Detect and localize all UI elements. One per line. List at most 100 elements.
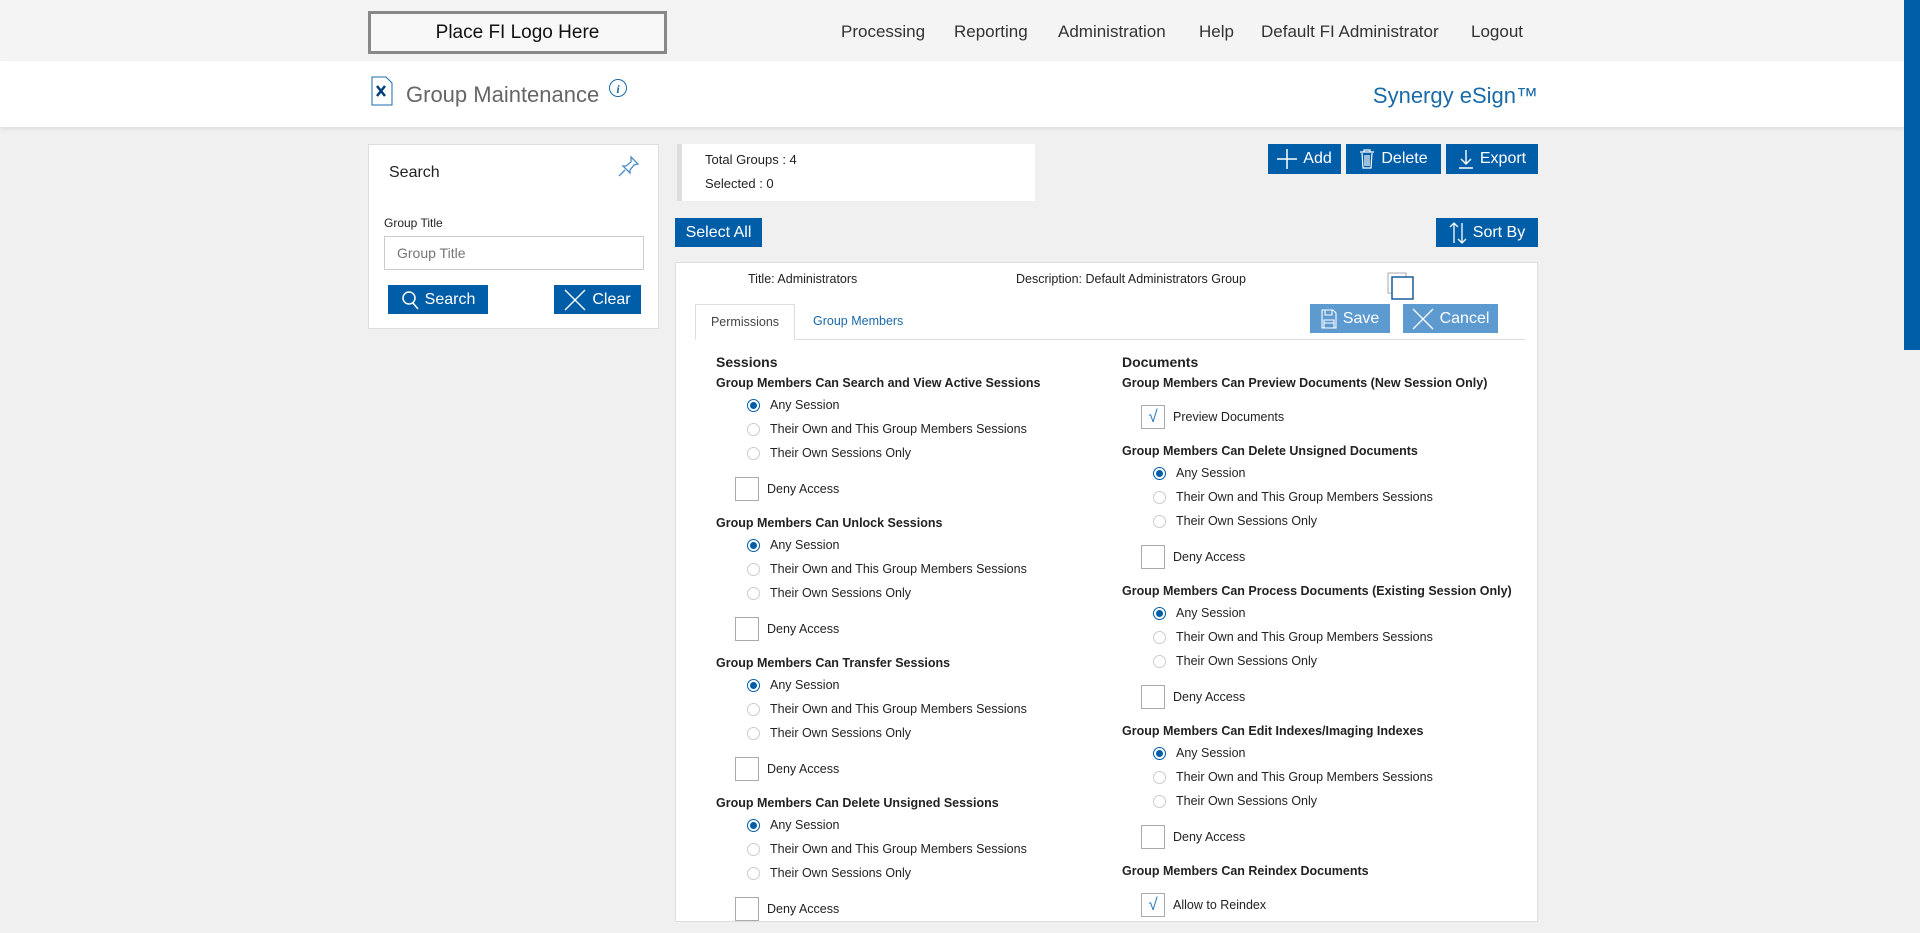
radio-label: Any Session bbox=[770, 538, 840, 552]
checkbox[interactable] bbox=[1141, 545, 1165, 569]
export-button[interactable]: Export bbox=[1446, 144, 1538, 174]
deny-access-checkbox[interactable]: Deny Access bbox=[1122, 533, 1512, 581]
radio-button[interactable] bbox=[747, 818, 760, 832]
scrollbar-thumb[interactable] bbox=[1904, 0, 1920, 350]
deny-access-checkbox[interactable]: Deny Access bbox=[1122, 673, 1512, 721]
radio-button[interactable] bbox=[1153, 514, 1166, 528]
info-icon[interactable]: i bbox=[608, 78, 628, 98]
clear-button[interactable]: Clear bbox=[554, 285, 641, 314]
checkbox-label: Allow to Reindex bbox=[1173, 898, 1267, 912]
radio-label: Any Session bbox=[1176, 746, 1246, 760]
radio-option[interactable]: Their Own and This Group Members Session… bbox=[716, 557, 1040, 581]
radio-button[interactable] bbox=[1153, 606, 1166, 620]
radio-label: Any Session bbox=[1176, 606, 1246, 620]
radio-option[interactable]: Their Own Sessions Only bbox=[716, 861, 1040, 885]
radio-option[interactable]: Their Own and This Group Members Session… bbox=[1122, 625, 1512, 649]
radio-button[interactable] bbox=[747, 398, 760, 412]
radio-option[interactable]: Their Own Sessions Only bbox=[716, 581, 1040, 605]
radio-option[interactable]: Their Own and This Group Members Session… bbox=[1122, 765, 1512, 789]
checkbox[interactable]: √ bbox=[1141, 405, 1165, 429]
nav-logout[interactable]: Logout bbox=[1471, 22, 1523, 41]
radio-button[interactable] bbox=[747, 586, 760, 600]
add-button[interactable]: Add bbox=[1268, 144, 1341, 174]
radio-option[interactable]: Their Own Sessions Only bbox=[1122, 509, 1512, 533]
checkbox[interactable] bbox=[1141, 685, 1165, 709]
radio-button[interactable] bbox=[747, 726, 760, 740]
search-button[interactable]: Search bbox=[388, 285, 488, 314]
radio-option[interactable]: Any Session bbox=[1122, 741, 1512, 765]
checkbox[interactable] bbox=[735, 757, 759, 781]
radio-button[interactable] bbox=[1153, 770, 1166, 784]
radio-option[interactable]: Any Session bbox=[716, 533, 1040, 557]
radio-option[interactable]: Their Own and This Group Members Session… bbox=[1122, 485, 1512, 509]
close-icon bbox=[1412, 308, 1434, 329]
delete-button[interactable]: Delete bbox=[1346, 144, 1441, 174]
nav-processing[interactable]: Processing bbox=[841, 22, 926, 41]
nav-help[interactable]: Help bbox=[1199, 22, 1234, 41]
search-panel-title: Search bbox=[389, 164, 440, 181]
radio-option[interactable]: Their Own and This Group Members Session… bbox=[716, 417, 1040, 441]
radio-button[interactable] bbox=[1153, 654, 1166, 668]
save-button[interactable]: Save bbox=[1310, 304, 1390, 333]
group-maintenance-icon bbox=[371, 76, 393, 106]
cancel-button[interactable]: Cancel bbox=[1403, 304, 1498, 333]
radio-option[interactable]: Their Own Sessions Only bbox=[1122, 789, 1512, 813]
radio-button[interactable] bbox=[747, 678, 760, 692]
radio-option[interactable]: Any Session bbox=[716, 673, 1040, 697]
group-title-input[interactable] bbox=[384, 236, 644, 270]
plus-icon bbox=[1277, 149, 1298, 169]
checkbox[interactable] bbox=[735, 477, 759, 501]
radio-option[interactable]: Any Session bbox=[1122, 461, 1512, 485]
permission-checkbox[interactable]: √ Preview Documents bbox=[1122, 393, 1512, 441]
radio-button[interactable] bbox=[1153, 794, 1166, 808]
nav-reporting[interactable]: Reporting bbox=[954, 22, 1028, 41]
permission-group: Group Members Can Transfer Sessions Any S… bbox=[716, 653, 1040, 793]
permission-title: Group Members Can Search and View Active… bbox=[716, 376, 1041, 390]
radio-button[interactable] bbox=[1153, 746, 1166, 760]
deny-access-checkbox[interactable]: Deny Access bbox=[1122, 813, 1512, 861]
checkbox[interactable]: √ bbox=[1141, 893, 1165, 917]
check-icon: √ bbox=[1148, 895, 1158, 914]
deny-access-checkbox[interactable]: Deny Access bbox=[716, 605, 1040, 653]
tab-permissions[interactable]: Permissions bbox=[695, 304, 795, 340]
radio-option[interactable]: Their Own and This Group Members Session… bbox=[716, 697, 1040, 721]
deny-access-checkbox[interactable]: Deny Access bbox=[716, 745, 1040, 793]
search-icon bbox=[401, 290, 419, 309]
sort-by-button[interactable]: Sort By bbox=[1436, 218, 1538, 247]
select-all-button[interactable]: Select All bbox=[675, 218, 762, 247]
radio-button[interactable] bbox=[747, 562, 760, 576]
clear-button-label: Clear bbox=[592, 290, 631, 308]
cancel-label: Cancel bbox=[1439, 309, 1490, 327]
radio-button[interactable] bbox=[747, 866, 760, 880]
radio-button[interactable] bbox=[747, 538, 760, 552]
radio-option[interactable]: Their Own and This Group Members Session… bbox=[716, 837, 1040, 861]
radio-button[interactable] bbox=[1153, 466, 1166, 480]
checkbox[interactable] bbox=[1141, 825, 1165, 849]
fi-logo-placeholder[interactable]: Place FI Logo Here bbox=[368, 11, 667, 54]
permission-checkbox[interactable]: √ Allow to Reindex bbox=[1122, 881, 1512, 929]
radio-button[interactable] bbox=[747, 842, 760, 856]
radio-button[interactable] bbox=[1153, 630, 1166, 644]
copy-icon[interactable] bbox=[1387, 272, 1415, 300]
deny-access-checkbox[interactable]: Deny Access bbox=[716, 885, 1040, 933]
radio-button[interactable] bbox=[747, 422, 760, 436]
radio-button[interactable] bbox=[747, 446, 760, 460]
tab-group-members[interactable]: Group Members bbox=[813, 314, 904, 328]
radio-label: Their Own Sessions Only bbox=[1176, 654, 1318, 668]
radio-option[interactable]: Any Session bbox=[716, 813, 1040, 837]
radio-option[interactable]: Any Session bbox=[716, 393, 1040, 417]
radio-label: Any Session bbox=[770, 678, 840, 692]
radio-option[interactable]: Their Own Sessions Only bbox=[1122, 649, 1512, 673]
nav-administration[interactable]: Administration bbox=[1058, 22, 1166, 41]
radio-option[interactable]: Their Own Sessions Only bbox=[716, 441, 1040, 465]
deny-access-checkbox[interactable]: Deny Access bbox=[716, 465, 1040, 513]
radio-button[interactable] bbox=[747, 702, 760, 716]
add-label: Add bbox=[1303, 150, 1332, 167]
radio-button[interactable] bbox=[1153, 490, 1166, 504]
checkbox[interactable] bbox=[735, 617, 759, 641]
radio-label: Their Own Sessions Only bbox=[770, 586, 912, 600]
radio-option[interactable]: Any Session bbox=[1122, 601, 1512, 625]
pin-icon[interactable] bbox=[617, 154, 641, 178]
radio-option[interactable]: Their Own Sessions Only bbox=[716, 721, 1040, 745]
nav-user[interactable]: Default FI Administrator bbox=[1261, 22, 1439, 41]
